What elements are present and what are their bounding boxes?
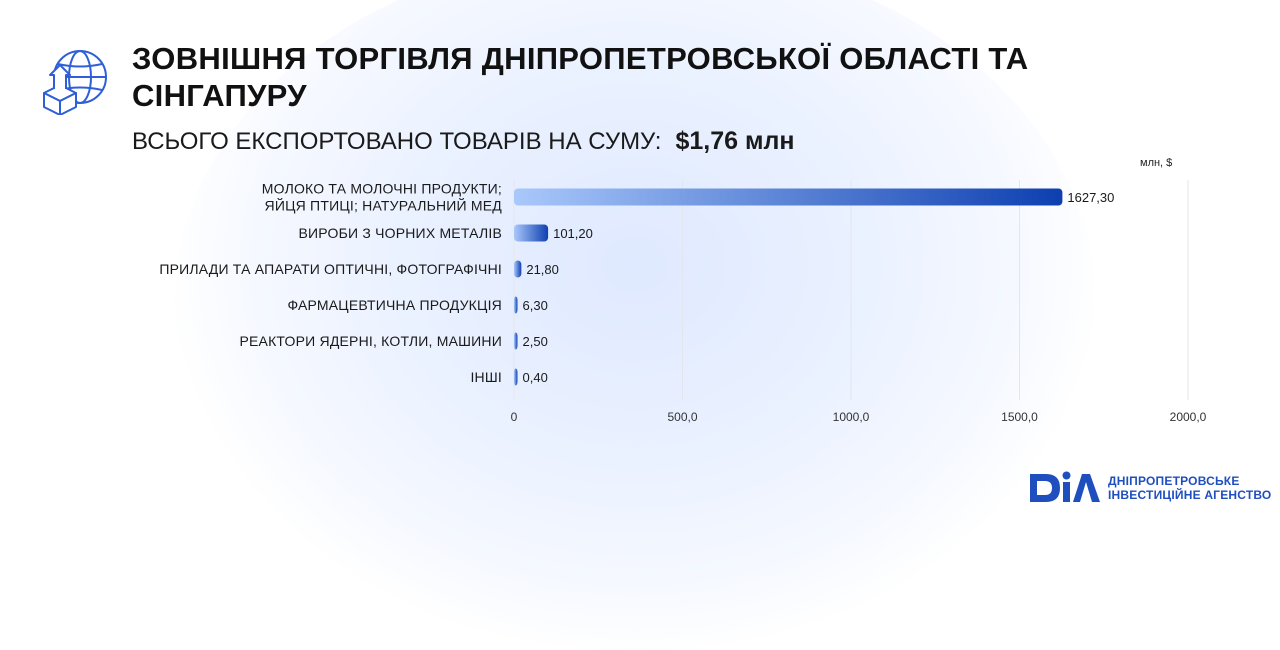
category-label-0-1: ЯЙЦЯ ПТИЦІ; НАТУРАЛЬНИЙ МЕД xyxy=(265,197,503,214)
bar-value-label-3: 6,30 xyxy=(523,298,548,313)
bar-2 xyxy=(514,260,522,278)
x-tick-label-0: 0 xyxy=(511,410,518,424)
x-tick-label-4: 2000,0 xyxy=(1170,410,1207,424)
dia-brand-text: ДНІПРОПЕТРОВСЬКЕ ІНВЕСТИЦІЙНЕ АГЕНСТВО xyxy=(1108,474,1271,502)
dia-logo-icon xyxy=(1030,471,1100,502)
category-label-3-0: ФАРМАЦЕВТИЧНА ПРОДУКЦІЯ xyxy=(287,297,502,313)
bar-value-label-1: 101,20 xyxy=(553,226,593,241)
unit-label: млн, $ xyxy=(1140,157,1173,169)
bar-1 xyxy=(514,224,549,242)
brand-line-1: ДНІПРОПЕТРОВСЬКЕ xyxy=(1108,474,1240,488)
dia-brand-logo: ДНІПРОПЕТРОВСЬКЕ ІНВЕСТИЦІЙНЕ АГЕНСТВО xyxy=(1030,470,1271,506)
bar-value-label-0: 1627,30 xyxy=(1067,190,1114,205)
bar-4 xyxy=(514,332,518,350)
bar-value-label-2: 21,80 xyxy=(526,262,559,277)
category-label-4-0: РЕАКТОРИ ЯДЕРНІ, КОТЛИ, МАШИНИ xyxy=(239,333,502,349)
bar-value-label-4: 2,50 xyxy=(523,334,548,349)
globe-box-export-icon xyxy=(43,50,107,115)
category-label-1-0: ВИРОБИ З ЧОРНИХ МЕТАЛІВ xyxy=(298,225,502,241)
brand-line-2: ІНВЕСТИЦІЙНЕ АГЕНСТВО xyxy=(1108,488,1272,502)
export-bar-chart: 0 500,0 1000,0 1500,0 2000,0 1627,30 МОЛОКО ТА… xyxy=(159,180,1207,424)
x-tick-label-1: 500,0 xyxy=(667,410,697,424)
export-total-prefix: ВСЬОГО ЕКСПОРТОВАНО ТОВАРІВ НА СУМУ: xyxy=(132,128,662,155)
category-label-0-0: МОЛОКО ТА МОЛОЧНІ ПРОДУКТИ; xyxy=(262,181,502,197)
bar-value-label-5: 0,40 xyxy=(523,370,548,385)
background-glow xyxy=(175,0,1095,650)
export-total-line: ВСЬОГО ЕКСПОРТОВАНО ТОВАРІВ НА СУМУ: $1,7… xyxy=(132,127,794,156)
x-tick-label-2: 1000,0 xyxy=(833,410,870,424)
bar-0 xyxy=(514,188,1063,206)
category-label-5-0: ІНШІ xyxy=(470,369,502,385)
page-title: ЗОВНІШНЯ ТОРГІВЛЯ ДНІПРОПЕТРОВСЬКОЇ ОБЛА… xyxy=(132,41,1029,113)
export-total-value: $1,76 млн xyxy=(675,127,795,155)
bar-3 xyxy=(514,296,518,314)
bar-5 xyxy=(514,368,518,386)
x-tick-label-3: 1500,0 xyxy=(1001,410,1038,424)
category-label-2-0: ПРИЛАДИ ТА АПАРАТИ ОПТИЧНІ, ФОТОГРАФІЧНІ xyxy=(159,261,502,277)
